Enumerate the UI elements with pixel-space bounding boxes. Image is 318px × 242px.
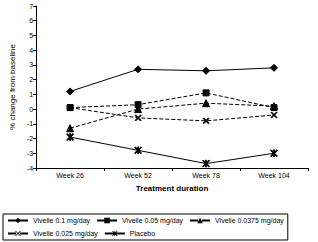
svg-text:Week 104: Week 104 xyxy=(258,172,289,179)
svg-text:0: 0 xyxy=(29,106,33,113)
svg-text:1: 1 xyxy=(29,91,33,98)
svg-text:% change from baseline: % change from baseline xyxy=(8,44,17,130)
svg-text:2: 2 xyxy=(29,76,33,83)
svg-text:5: 5 xyxy=(29,32,33,39)
svg-text:Treatment duration: Treatment duration xyxy=(136,184,209,193)
svg-text:7: 7 xyxy=(29,3,33,10)
svg-text:Vivelle 0.05 mg/day: Vivelle 0.05 mg/day xyxy=(122,217,183,225)
svg-text:4: 4 xyxy=(29,47,33,54)
svg-text:-4: -4 xyxy=(27,165,33,172)
svg-text:3: 3 xyxy=(29,61,33,68)
svg-text:Vivelle 0.0375 mg/day: Vivelle 0.0375 mg/day xyxy=(215,217,284,225)
svg-text:Placebo: Placebo xyxy=(130,230,155,237)
svg-text:Vivelle 0.1 mg/day: Vivelle 0.1 mg/day xyxy=(33,217,91,225)
svg-text:Week 52: Week 52 xyxy=(124,172,152,179)
svg-text:-3: -3 xyxy=(27,150,33,157)
svg-text:Vivelle 0.025 mg/day: Vivelle 0.025 mg/day xyxy=(33,230,98,238)
svg-text:6: 6 xyxy=(29,17,33,24)
svg-text:Week 78: Week 78 xyxy=(192,172,220,179)
svg-text:-1: -1 xyxy=(27,120,33,127)
svg-text:Week 26: Week 26 xyxy=(56,172,84,179)
svg-text:-2: -2 xyxy=(27,135,33,142)
